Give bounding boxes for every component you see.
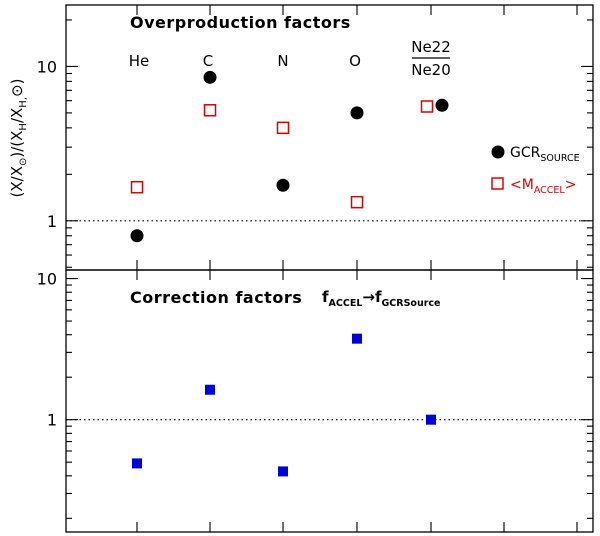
top-ytick-label-10: 10 [37, 57, 57, 76]
bottom-ytick-label-1: 1 [47, 411, 57, 430]
legend-maccel-marker [491, 177, 504, 190]
ratio-label-numerator: Ne22 [411, 38, 451, 56]
top-filled-circle-c [203, 70, 217, 84]
bottom-panel-title: Correction factors [130, 288, 302, 307]
top-open-square-c [203, 104, 217, 117]
legend-gcr-marker [491, 145, 505, 159]
top-ytick-label-1: 1 [47, 212, 57, 231]
y-axis-label: (X/X⊙)/(XH/XH,⊙) [8, 79, 29, 198]
top-panel-frame [65, 4, 594, 271]
top-filled-circle-n [276, 178, 290, 192]
axis-ticks [66, 5, 593, 532]
top-filled-circle-o [350, 106, 364, 120]
top-filled-circle-he [130, 229, 144, 243]
bottom-filled-square-o [352, 333, 362, 344]
bottom-ytick-label-10: 10 [37, 270, 57, 289]
ratio-label-denominator: Ne20 [411, 61, 451, 79]
bottom-filled-square-n [278, 466, 288, 477]
top-open-square-o [350, 195, 364, 209]
legend-gcr-label: GCRSOURCE [510, 145, 580, 164]
top-filled-circle-ne22-ne20 [435, 98, 449, 112]
top-open-square-ne22-ne20 [420, 100, 434, 113]
element-label-o: O [349, 52, 361, 70]
bottom-filled-square-ne22-ne20 [426, 414, 436, 425]
bottom-panel-frame [65, 269, 594, 533]
element-label-n: N [277, 52, 288, 70]
data-markers [130, 70, 449, 477]
element-label-c: C [203, 52, 213, 70]
legend-maccel-label: <MACCEL> [510, 177, 576, 196]
bottom-filled-square-he [132, 458, 142, 469]
bottom-filled-square-c [205, 384, 215, 395]
top-open-square-n [276, 121, 290, 135]
top-panel-title: Overproduction factors [130, 13, 351, 32]
correction-annotation: fACCEL→fGCRSource [322, 288, 440, 309]
element-label-he: He [129, 52, 150, 70]
top-open-square-he [130, 180, 144, 194]
